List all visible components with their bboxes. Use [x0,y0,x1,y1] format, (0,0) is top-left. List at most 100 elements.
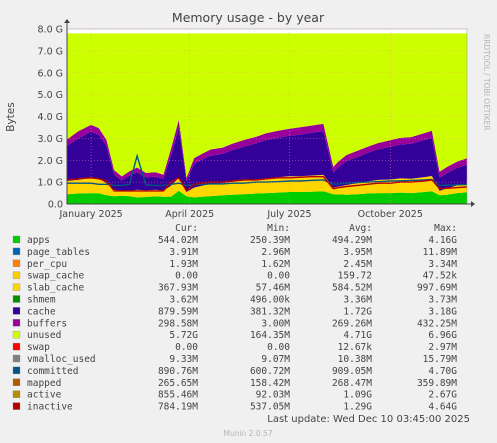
legend-max-per_cpu: 3.34M [428,259,457,270]
area-apps [67,190,467,204]
munin-version: Munin 2.0.57 [223,429,272,438]
legend-cur-page_tables: 3.91M [169,247,198,258]
legend-cur-vmalloc_used: 9.33M [169,354,198,365]
y-tick-label: 2.0 G [38,156,64,167]
legend-min-inactive: 537.05M [250,402,290,413]
x-tick-label: July 2025 [266,209,311,220]
legend-name-committed: committed [27,366,78,377]
x-tick-label: January 2025 [59,209,123,220]
legend-swatch-per_cpu [12,259,21,267]
y-axis-label: Bytes [5,102,17,131]
legend-avg-unused: 4.71G [343,330,372,341]
legend-avg-inactive: 1.29G [343,402,372,413]
legend-name-mapped: mapped [27,378,61,389]
legend-name-inactive: inactive [27,402,73,413]
legend-cur-active: 855.46M [158,390,198,401]
legend-cur-cache: 879.59M [158,306,198,317]
legend-max-apps: 4.16G [428,235,457,246]
legend-avg-vmalloc_used: 10.38M [338,354,373,365]
legend-swatch-buffers [12,319,21,327]
legend-max-cache: 3.18G [428,306,457,317]
legend-swatch-vmalloc_used [12,354,21,363]
legend-name-unused: unused [27,330,61,341]
legend-cur-apps: 544.02M [158,235,198,246]
legend-min-slab_cache: 57.46M [256,283,291,294]
legend-header: Avg: [349,223,372,234]
legend-cur-swap_cache: 0.00 [175,271,198,282]
legend-avg-swap: 12.67k [338,342,373,353]
legend-avg-shmem: 3.36M [343,295,372,306]
legend-cur-shmem: 3.62M [169,295,198,306]
legend-max-mapped: 359.89M [417,378,457,389]
y-tick-label: 0.0 [48,200,63,211]
legend-name-shmem: shmem [27,295,56,306]
area-slab_cache [67,174,467,198]
x-tick-label: October 2025 [358,209,423,220]
legend-min-mapped: 158.42M [250,378,290,389]
legend-swatch-shmem [12,295,21,303]
legend-avg-committed: 909.05M [332,366,372,377]
legend-min-cache: 381.32M [250,306,290,317]
legend-swatch-unused [12,331,21,339]
legend-swatch-cache [12,307,21,315]
legend-min-vmalloc_used: 9.07M [261,354,290,365]
legend-avg-apps: 494.29M [332,235,372,246]
legend-name-vmalloc_used: vmalloc_used [27,354,96,365]
legend-cur-slab_cache: 367.93M [158,283,198,294]
legend-max-swap: 2.97M [428,342,457,353]
legend-avg-page_tables: 3.95M [343,247,372,258]
y-tick-label: 7.0 G [38,46,64,57]
y-tick-label: 6.0 G [38,68,64,79]
legend-swatch-inactive [12,402,21,410]
legend-min-shmem: 496.00k [250,295,290,306]
legend-header: Cur: [175,223,198,234]
legend-swatch-swap_cache [12,271,21,279]
area-unused [67,33,467,178]
legend-cur-committed: 890.76M [158,366,198,377]
legend-name-per_cpu: per_cpu [27,259,67,270]
legend-cur-buffers: 298.58M [158,318,198,329]
legend-min-swap_cache: 0.00 [267,271,290,282]
legend-min-unused: 164.35M [250,330,290,341]
legend-max-buffers: 432.25M [417,318,457,329]
legend-max-slab_cache: 997.69M [417,283,457,294]
legend-header: Max: [434,223,457,234]
legend-name-page_tables: page_tables [27,247,90,258]
legend-min-swap: 0.00 [267,342,290,353]
area-cache [67,127,467,192]
legend-cur-mapped: 265.65M [158,378,198,389]
y-tick-label: 5.0 G [38,90,64,101]
legend-swatch-mapped [12,378,21,386]
y-tick-label: 3.0 G [38,134,64,145]
legend-swatch-active [12,390,21,398]
legend-name-buffers: buffers [27,318,67,329]
x-tick-label: April 2025 [165,209,214,220]
legend-avg-swap_cache: 159.72 [338,271,372,282]
y-tick-label: 1.0 G [38,178,64,189]
legend-name-swap_cache: swap_cache [27,271,84,282]
y-axis-arrow [64,19,70,23]
legend-cur-unused: 5.72G [169,330,198,341]
legend-swatch-page_tables [12,247,21,256]
legend-name-active: active [27,390,62,401]
legend-avg-per_cpu: 2.45M [343,259,372,270]
legend-name-slab_cache: slab_cache [27,283,84,294]
side-label: RRDTOOL / TOBI OETIKER [482,34,491,131]
legend-cur-inactive: 784.19M [158,402,198,413]
legend-avg-slab_cache: 584.52M [332,283,372,294]
legend-min-active: 92.03M [256,390,291,401]
legend-min-committed: 600.72M [250,366,290,377]
legend-max-swap_cache: 47.52k [423,271,458,282]
legend-swatch-apps [12,235,21,244]
legend-avg-cache: 1.72G [343,306,372,317]
last-update: Last update: Wed Dec 10 03:45:00 2025 [267,414,470,425]
legend-min-apps: 250.39M [250,235,290,246]
legend-min-page_tables: 2.96M [261,247,290,258]
legend-max-page_tables: 11.89M [423,247,458,258]
legend-avg-buffers: 269.26M [332,318,372,329]
legend-min-buffers: 3.00M [261,318,290,329]
y-axis: 0.0 1.0 G 2.0 G 3.0 G 4.0 G 5.0 G 6.0 G 7.0 G 8.… [38,19,70,211]
legend-cur-per_cpu: 1.93M [169,259,198,270]
legend-swatch-slab_cache [12,283,21,291]
